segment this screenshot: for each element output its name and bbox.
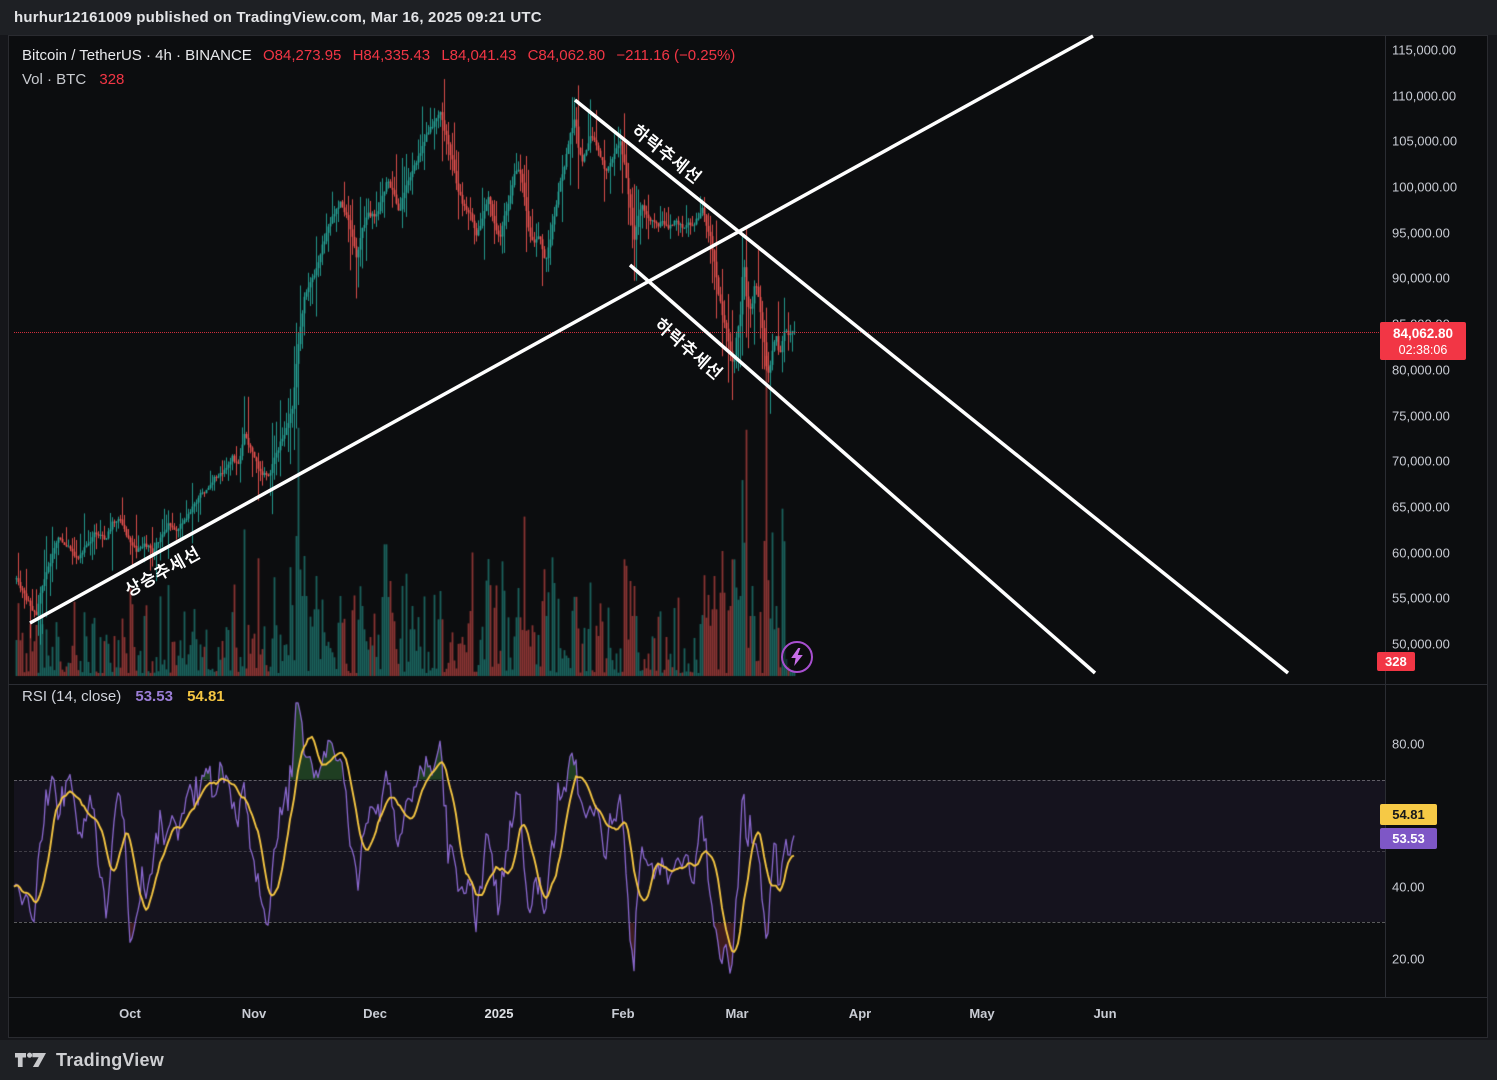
current-price-value: 84,062.80: [1392, 326, 1454, 341]
lightning-button[interactable]: [781, 641, 813, 673]
rsi-line-badge: 53.53: [1380, 828, 1437, 849]
trendline-downtrend-upper[interactable]: [573, 98, 1290, 675]
rsi-ma-badge: 54.81: [1380, 804, 1437, 825]
volume-value: 328: [99, 71, 125, 88]
rsi-legend[interactable]: RSI (14, close) 53.53 54.81: [22, 688, 225, 705]
rsi-ma-value: 54.81: [187, 688, 225, 705]
current-price-badge: 84,062.80 02:38:06: [1380, 322, 1466, 360]
rsi-value: 53.53: [135, 688, 173, 705]
ohlc-high: H84,335.43: [352, 47, 431, 64]
trendline-downtrend-lower[interactable]: [628, 263, 1097, 675]
ohlc-low: L84,041.43: [441, 47, 517, 64]
rsi-label: RSI (14, close): [22, 688, 122, 705]
current-price-line: [14, 332, 1385, 333]
symbol-legend[interactable]: Bitcoin / TetherUS · 4h · BINANCE O84,27…: [22, 47, 735, 64]
ohlc-change: −211.16 (−0.25%): [616, 47, 736, 64]
ohlc-close: C84,062.80: [527, 47, 606, 64]
volume-legend[interactable]: Vol · BTC 328: [22, 71, 124, 88]
ohlc-open: O84,273.95: [262, 47, 342, 64]
bar-countdown: 02:38:06: [1398, 343, 1448, 357]
volume-label: Vol · BTC: [22, 71, 87, 88]
lightning-icon: [791, 648, 803, 666]
symbol-title: Bitcoin / TetherUS · 4h · BINANCE: [22, 47, 252, 64]
trendline-uptrend[interactable]: [29, 34, 1094, 625]
volume-badge: 328: [1377, 652, 1415, 671]
